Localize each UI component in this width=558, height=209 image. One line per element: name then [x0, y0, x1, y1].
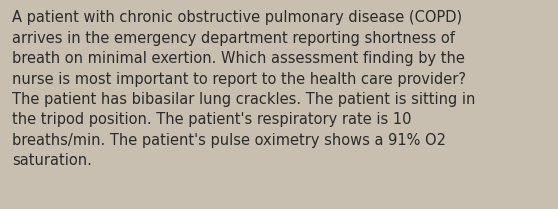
Text: A patient with chronic obstructive pulmonary disease (COPD)
arrives in the emerg: A patient with chronic obstructive pulmo…	[12, 10, 475, 168]
